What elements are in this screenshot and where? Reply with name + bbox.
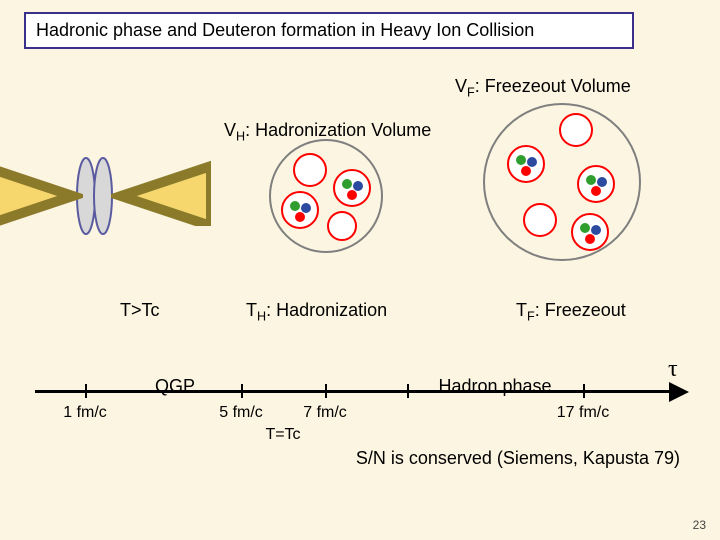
tick-label: 1 fm/c [63, 404, 107, 422]
tf-label: TF: Freezeout [516, 300, 626, 324]
timeline-tick [407, 384, 409, 398]
tick-label: 7 fm/c [303, 404, 347, 422]
timeline-tick [583, 384, 585, 398]
timeline-tick [85, 384, 87, 398]
collision-diagram [0, 0, 720, 300]
phase-label: QGP [155, 376, 195, 397]
timeline-arrowhead [669, 382, 689, 402]
page-number: 23 [693, 518, 706, 532]
th-label: TH: Hadronization [246, 300, 387, 324]
footer-note: S/N is conserved (Siemens, Kapusta 79) [356, 448, 680, 469]
phase-label: Hadron phase [438, 376, 551, 397]
timeline-tick [325, 384, 327, 398]
timeline-tick [241, 384, 243, 398]
timeline: 1 fm/c 5 fm/c 7 fm/c 17 fm/c QGP Hadron phase… [35, 340, 685, 460]
tick-label: 17 fm/c [557, 404, 609, 422]
tick-label: 5 fm/c [219, 404, 263, 422]
ttc-label: T>Tc [120, 300, 160, 321]
ttc-below: T=Tc [265, 426, 300, 444]
timeline-line [35, 390, 685, 393]
